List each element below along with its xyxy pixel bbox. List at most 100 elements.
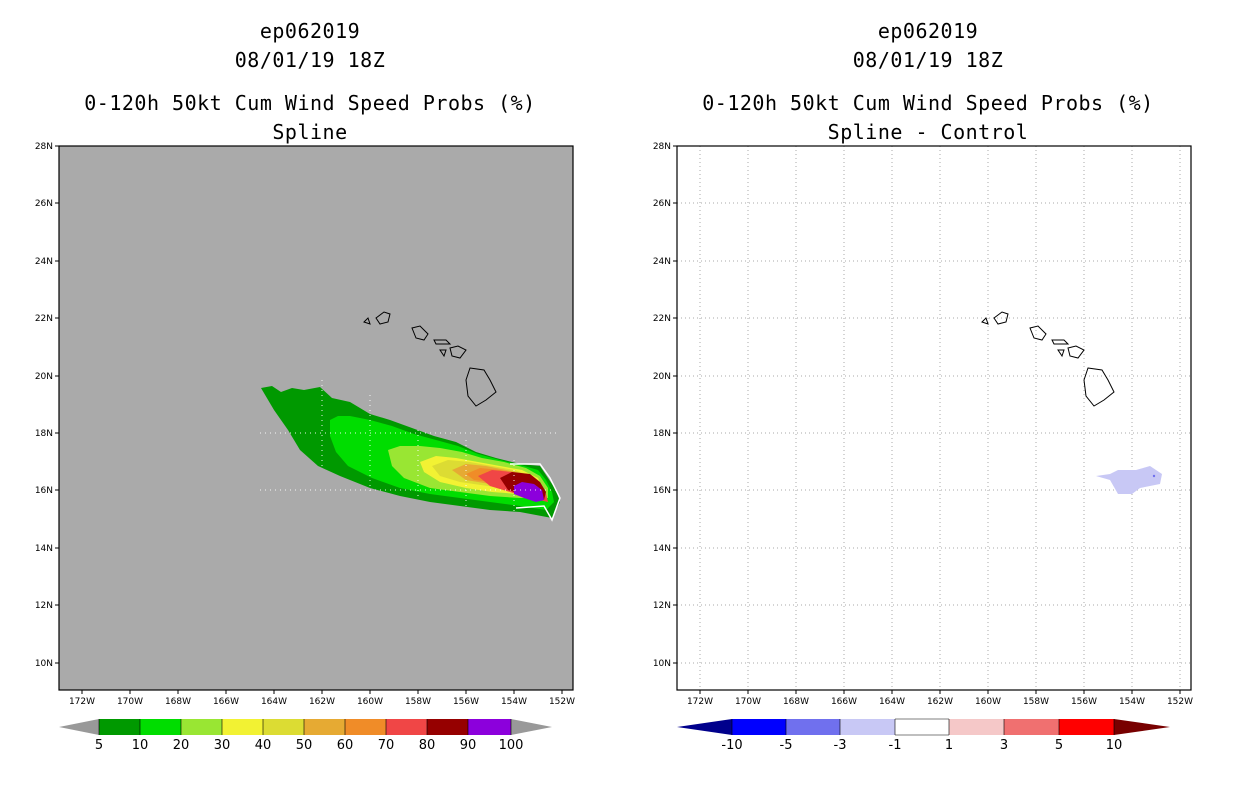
lat-label: 24N	[35, 257, 53, 267]
lanai-outline	[1057, 349, 1065, 358]
lat-label: 12N	[653, 601, 671, 611]
colorbar-label: 80	[419, 738, 436, 753]
colorbar-swatch	[895, 719, 949, 735]
right-map-frame	[676, 145, 1192, 691]
colorbar-label: -10	[721, 738, 742, 753]
colorbar-swatch	[386, 719, 427, 735]
colorbar-swatch	[304, 719, 345, 735]
colorbar-label: 20	[173, 738, 190, 753]
left-product-title: 0-120h 50kt Cum Wind Speed Probs (%)	[84, 91, 536, 115]
colorbar-swatch	[222, 719, 263, 735]
lon-label: 172W	[687, 697, 713, 707]
right-case-id: ep062019	[877, 19, 979, 43]
colorbar-swatch	[99, 719, 140, 735]
right-map-panel: 28N 26N 24N 22N 20N 18N 16N 14N 12N 10N …	[653, 142, 1193, 753]
right-lon-labels: 172W 170W 168W 166W 164W 162W 160W 158W …	[687, 697, 1193, 707]
colorbar-label: 90	[460, 738, 477, 753]
lon-label: 166W	[831, 697, 857, 707]
left-subtitle: Spline	[272, 120, 348, 144]
maui-outline	[449, 345, 467, 359]
colorbar-label: -3	[834, 738, 847, 753]
lanai-outline	[439, 349, 447, 358]
colorbar-label: 5	[1055, 738, 1063, 753]
colorbar-swatch	[181, 719, 222, 735]
colorbar-label: 10	[1106, 738, 1123, 753]
colorbar-label: 1	[945, 738, 953, 753]
colorbar-swatch	[468, 719, 511, 735]
left-datetime: 08/01/19 18Z	[234, 48, 386, 72]
colorbar-swatch	[732, 719, 786, 735]
colorbar-swatch	[263, 719, 304, 735]
lon-label: 160W	[975, 697, 1001, 707]
lon-label: 152W	[549, 697, 575, 707]
colorbar-low-end	[677, 719, 732, 735]
lat-label: 18N	[653, 429, 671, 439]
difference-field	[1096, 466, 1162, 494]
lon-label: 158W	[1023, 697, 1049, 707]
lat-label: 10N	[653, 659, 671, 669]
right-datetime: 08/01/19 18Z	[852, 48, 1004, 72]
left-case-id: ep062019	[259, 19, 361, 43]
kauai-outline	[375, 311, 391, 325]
lon-label: 154W	[501, 697, 527, 707]
molokai-outline	[1051, 339, 1070, 345]
lon-label: 168W	[165, 697, 191, 707]
swath-outer-edge	[510, 463, 561, 522]
lon-label: 162W	[309, 697, 335, 707]
colorbar-swatch	[1004, 719, 1059, 735]
left-lon-labels: 172W 170W 168W 166W 164W 162W 160W 158W …	[69, 697, 575, 707]
right-ticks	[673, 145, 1181, 694]
right-lat-labels: 28N 26N 24N 22N 20N 18N 16N 14N 12N 10N	[653, 142, 671, 669]
colorbar-swatch	[840, 719, 895, 735]
lat-label: 24N	[653, 257, 671, 267]
lat-label: 28N	[35, 142, 53, 152]
colorbar-swatch	[786, 719, 840, 735]
lat-label: 14N	[653, 544, 671, 554]
lat-label: 26N	[653, 199, 671, 209]
oahu-outline	[411, 325, 429, 341]
lon-label: 154W	[1119, 697, 1145, 707]
lon-label: 166W	[213, 697, 239, 707]
colorbar-label: -5	[780, 738, 793, 753]
colorbar-label: 70	[378, 738, 395, 753]
right-gridlines	[677, 146, 1191, 690]
diff-local-max	[1152, 474, 1156, 478]
lon-label: 170W	[735, 697, 761, 707]
lon-label: 152W	[1167, 697, 1193, 707]
lat-label: 22N	[35, 314, 53, 324]
kauai-outline	[993, 311, 1009, 325]
lon-label: 162W	[927, 697, 953, 707]
lon-label: 164W	[879, 697, 905, 707]
colorbar-low-end	[59, 719, 99, 735]
lat-label: 16N	[653, 486, 671, 496]
colorbar-swatch	[949, 719, 1004, 735]
lon-label: 156W	[453, 697, 479, 707]
left-ticks	[55, 145, 563, 694]
left-hawaii-islands	[363, 311, 497, 407]
colorbar-label: 60	[337, 738, 354, 753]
left-map-panel: 28N 26N 24N 22N 20N 18N 16N 14N 12N 10N …	[35, 142, 575, 753]
lon-label: 170W	[117, 697, 143, 707]
colorbar-label: 10	[132, 738, 149, 753]
lat-label: 14N	[35, 544, 53, 554]
lat-label: 12N	[35, 601, 53, 611]
lon-label: 164W	[261, 697, 287, 707]
lat-label: 26N	[35, 199, 53, 209]
left-lat-labels: 28N 26N 24N 22N 20N 18N 16N 14N 12N 10N	[35, 142, 53, 669]
left-colorbar: 5 10 20 30 40 50 60 70 80 90 100	[59, 719, 552, 753]
lon-label: 158W	[405, 697, 431, 707]
niihau-outline	[981, 317, 989, 325]
lat-label: 20N	[35, 372, 53, 382]
lon-label: 172W	[69, 697, 95, 707]
colorbar-label: 50	[296, 738, 313, 753]
colorbar-label: 40	[255, 738, 272, 753]
lat-label: 20N	[653, 372, 671, 382]
lon-label: 160W	[357, 697, 383, 707]
right-subtitle: Spline - Control	[827, 120, 1029, 144]
big-island-outline	[465, 367, 497, 407]
niihau-outline	[363, 317, 371, 325]
oahu-outline	[1029, 325, 1047, 341]
right-map-background	[677, 146, 1191, 690]
colorbar-label: 100	[499, 738, 524, 753]
